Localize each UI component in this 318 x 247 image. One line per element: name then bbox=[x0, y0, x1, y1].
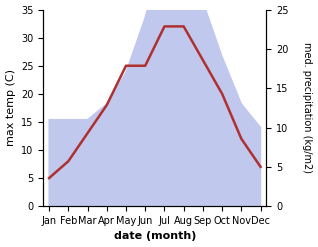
Y-axis label: max temp (C): max temp (C) bbox=[5, 69, 16, 146]
X-axis label: date (month): date (month) bbox=[114, 231, 196, 242]
Y-axis label: med. precipitation (kg/m2): med. precipitation (kg/m2) bbox=[302, 42, 313, 173]
